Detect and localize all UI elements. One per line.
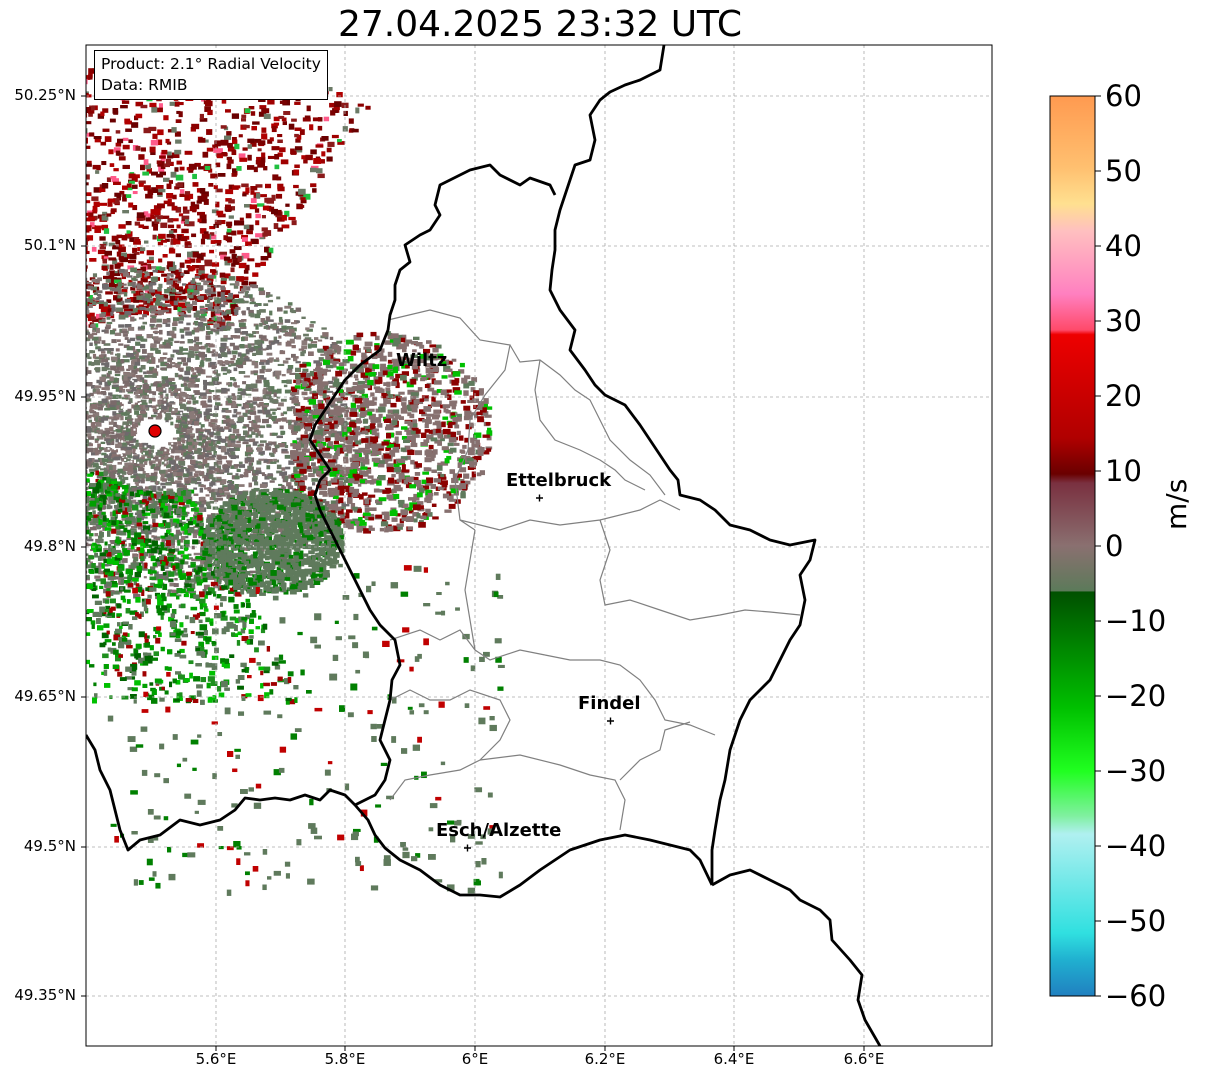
colorbar-tick-label: 30 (1105, 304, 1142, 338)
colorbar-tick-label: −60 (1105, 979, 1167, 1013)
colorbar-ticks (1095, 95, 1101, 997)
colorbar (1049, 95, 1096, 997)
gridlines (86, 45, 992, 1046)
city-label-wiltz: Wiltz (396, 350, 448, 371)
lon-label: 6.6°E (843, 1050, 885, 1068)
city-markers (464, 494, 614, 852)
product-info-box: Product: 2.1° Radial Velocity Data: RMIB (94, 50, 328, 100)
colorbar-tick-label: −40 (1105, 829, 1167, 863)
colorbar-tick-label: 10 (1105, 454, 1142, 488)
colorbar-tick-label: −30 (1105, 754, 1167, 788)
colorbar-tick-label: −20 (1105, 679, 1167, 713)
lat-label: 49.8°N (23, 537, 76, 555)
colorbar-tick-label: 60 (1105, 79, 1142, 113)
colorbar-tick-label: −10 (1105, 604, 1167, 638)
lat-label: 50.1°N (23, 236, 76, 254)
colorbar-tick-label: 40 (1105, 229, 1142, 263)
lon-label: 6.4°E (713, 1050, 755, 1068)
product-label: Product: 2.1° Radial Velocity (101, 55, 321, 73)
lat-label: 49.65°N (14, 687, 76, 705)
radar-echoes (86, 60, 505, 896)
data-source-label: Data: RMIB (101, 76, 188, 94)
city-label-ettelbruck: Ettelbruck (506, 470, 612, 491)
map-border (85, 44, 993, 1047)
radar-site-marker (148, 424, 162, 438)
colorbar-unit-label: m/s (1160, 478, 1193, 530)
lat-label: 49.5°N (23, 837, 76, 855)
lon-label: 6.2°E (584, 1050, 626, 1068)
colorbar-tick-label: 20 (1105, 379, 1142, 413)
lon-label: 5.6°E (195, 1050, 237, 1068)
colorbar-tick-label: 50 (1105, 154, 1142, 188)
lon-label: 5.8°E (324, 1050, 366, 1068)
lon-label: 6°E (461, 1050, 489, 1068)
city-label-esch-alzette: Esch/Alzette (436, 820, 562, 841)
colorbar-tick-label: 0 (1105, 529, 1124, 563)
map-title: 27.04.2025 23:32 UTC (337, 4, 743, 45)
lat-label: 49.95°N (14, 387, 76, 405)
canton-borders (387, 309, 801, 831)
lat-label: 50.25°N (14, 86, 76, 104)
axis-ticks (81, 95, 865, 1051)
city-label-findel: Findel (578, 693, 641, 714)
colorbar-tick-label: −50 (1105, 904, 1167, 938)
national-borders (86, 45, 882, 1046)
lat-label: 49.35°N (14, 986, 76, 1004)
